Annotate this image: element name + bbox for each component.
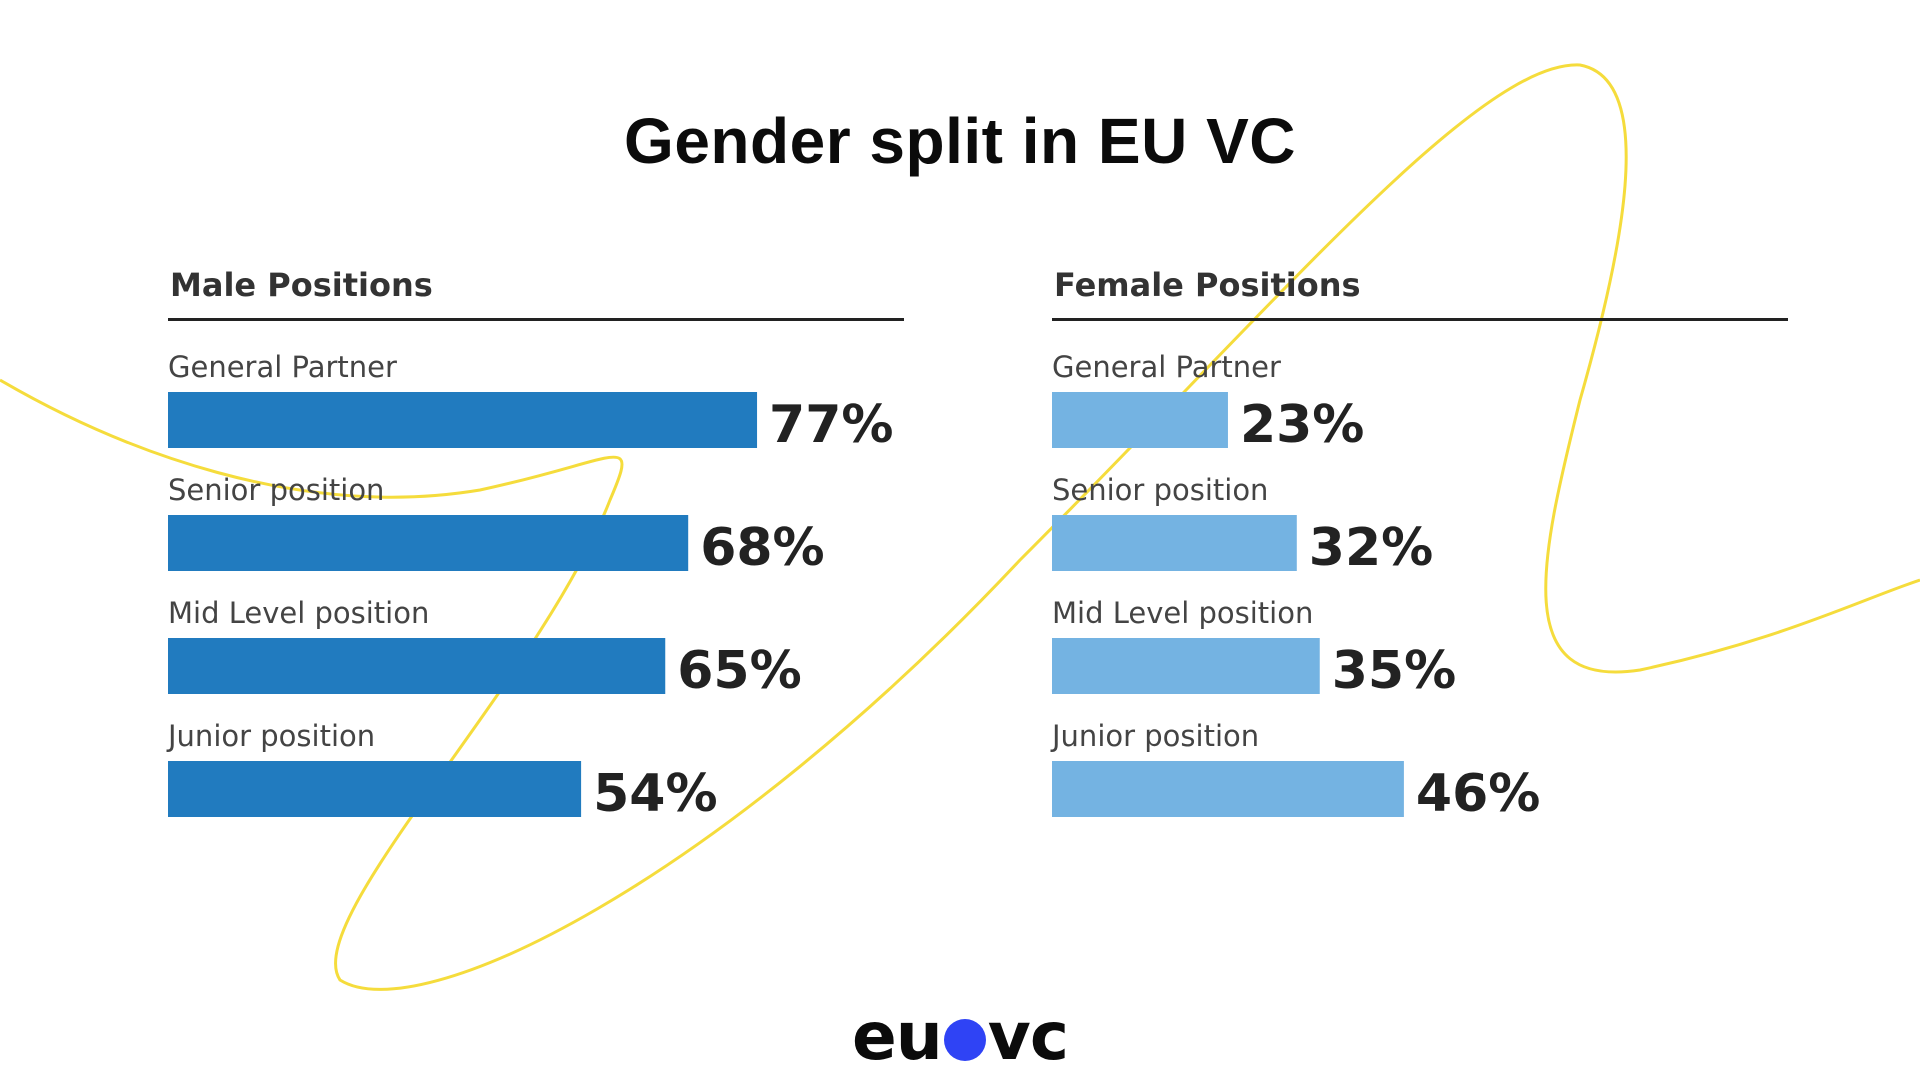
male-bar xyxy=(168,392,758,448)
male-panel-divider xyxy=(168,318,904,321)
female-bar xyxy=(1052,515,1297,571)
female-bar xyxy=(1052,638,1320,694)
male-bar xyxy=(168,761,582,817)
female-value-label: 32% xyxy=(1309,518,1433,578)
decorative-yellow-curve xyxy=(0,63,1920,991)
female-panel-title: Female Positions xyxy=(1054,266,1361,304)
male-value-label: 65% xyxy=(677,641,801,701)
female-value-label: 23% xyxy=(1240,395,1364,455)
female-value-label: 35% xyxy=(1332,641,1456,701)
logo-dot-icon xyxy=(943,1019,986,1061)
female-positions-panel: Female Positions General Partner 23% Senio… xyxy=(1050,262,1788,882)
female-value-label: 46% xyxy=(1416,764,1540,824)
male-category-label: Senior position xyxy=(168,473,384,507)
logo-text-right: vc xyxy=(987,998,1069,1075)
female-category-label: Junior position xyxy=(1050,719,1259,753)
male-bar-chart: General Partner 77% Senior position 68% Mid … xyxy=(166,350,894,824)
male-panel-title: Male Positions xyxy=(170,266,433,304)
male-bar xyxy=(168,638,666,694)
euvc-logo: eu vc xyxy=(0,998,1920,1075)
male-category-label: Mid Level position xyxy=(168,596,429,630)
chart-title: Gender split in EU VC xyxy=(624,105,1296,177)
female-bar xyxy=(1052,392,1228,448)
female-category-label: Mid Level position xyxy=(1052,596,1313,630)
female-category-label: General Partner xyxy=(1052,350,1281,384)
female-bar xyxy=(1052,761,1404,817)
female-category-label: Senior position xyxy=(1052,473,1268,507)
male-bar xyxy=(168,515,689,571)
male-category-label: General Partner xyxy=(168,350,397,384)
male-value-label: 68% xyxy=(700,518,824,578)
male-value-label: 54% xyxy=(593,764,717,824)
female-panel-divider xyxy=(1052,318,1788,321)
male-category-label: Junior position xyxy=(166,719,375,753)
female-bar-chart: General Partner 23% Senior position 32% Mid … xyxy=(1050,350,1540,824)
male-value-label: 77% xyxy=(769,395,893,455)
logo-text-left: eu xyxy=(852,998,943,1075)
male-positions-panel: Male Positions General Partner 77% Senior … xyxy=(166,262,904,882)
